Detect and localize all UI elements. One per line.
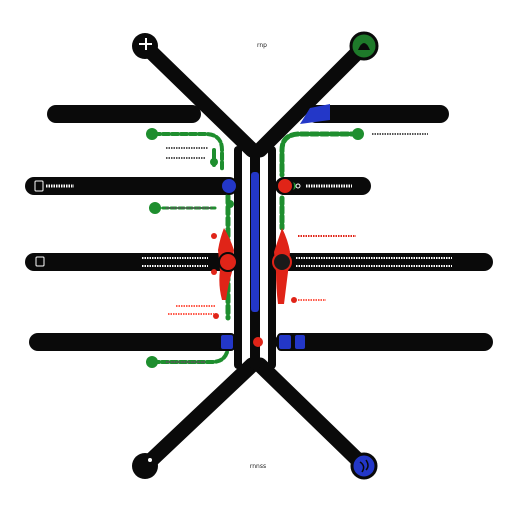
bar-icons bbox=[34, 180, 301, 267]
text-marks bbox=[46, 133, 452, 363]
red-station[interactable] bbox=[276, 177, 294, 195]
top-label: rnp bbox=[257, 42, 267, 49]
green-node bbox=[226, 200, 234, 208]
red-dot bbox=[211, 269, 217, 275]
blue-square-station[interactable] bbox=[293, 333, 307, 351]
green-node bbox=[352, 128, 364, 140]
green-node bbox=[210, 158, 218, 166]
red-dot bbox=[213, 313, 219, 319]
red-junction bbox=[253, 337, 263, 347]
green-dots-left bbox=[146, 128, 234, 368]
bottom-label: rnnss bbox=[250, 463, 266, 470]
blue-square-station[interactable] bbox=[277, 333, 293, 351]
green-track-left bbox=[151, 132, 231, 364]
leaf-icon[interactable] bbox=[349, 31, 379, 61]
horizontal-bars bbox=[25, 105, 493, 351]
node-icon[interactable] bbox=[132, 453, 158, 479]
center-blue-segment bbox=[251, 172, 259, 312]
upper-right-arm bbox=[252, 38, 372, 158]
doc-icon bbox=[35, 256, 45, 267]
green-node bbox=[146, 356, 158, 368]
cross-icon[interactable] bbox=[132, 33, 158, 59]
doc-icon bbox=[34, 180, 44, 192]
vertical-rails bbox=[234, 145, 276, 370]
green-node bbox=[146, 128, 158, 140]
blue-station[interactable] bbox=[220, 177, 238, 195]
red-dot bbox=[291, 297, 297, 303]
dot-icon bbox=[295, 183, 301, 189]
blue-square-station[interactable] bbox=[219, 333, 235, 351]
red-dot bbox=[211, 233, 217, 239]
red-station[interactable] bbox=[218, 252, 238, 272]
green-track-right bbox=[279, 131, 361, 231]
dark-station[interactable] bbox=[272, 252, 292, 272]
upper-left-arm bbox=[137, 38, 260, 158]
frame-diagonals bbox=[137, 38, 372, 474]
globe-icon[interactable] bbox=[350, 452, 378, 480]
lower-right-arm bbox=[252, 357, 372, 474]
station-markers bbox=[218, 104, 330, 351]
blue-flag bbox=[300, 104, 330, 124]
corner-nodes bbox=[132, 31, 379, 480]
green-node bbox=[149, 202, 161, 214]
lower-left-arm bbox=[137, 357, 260, 474]
